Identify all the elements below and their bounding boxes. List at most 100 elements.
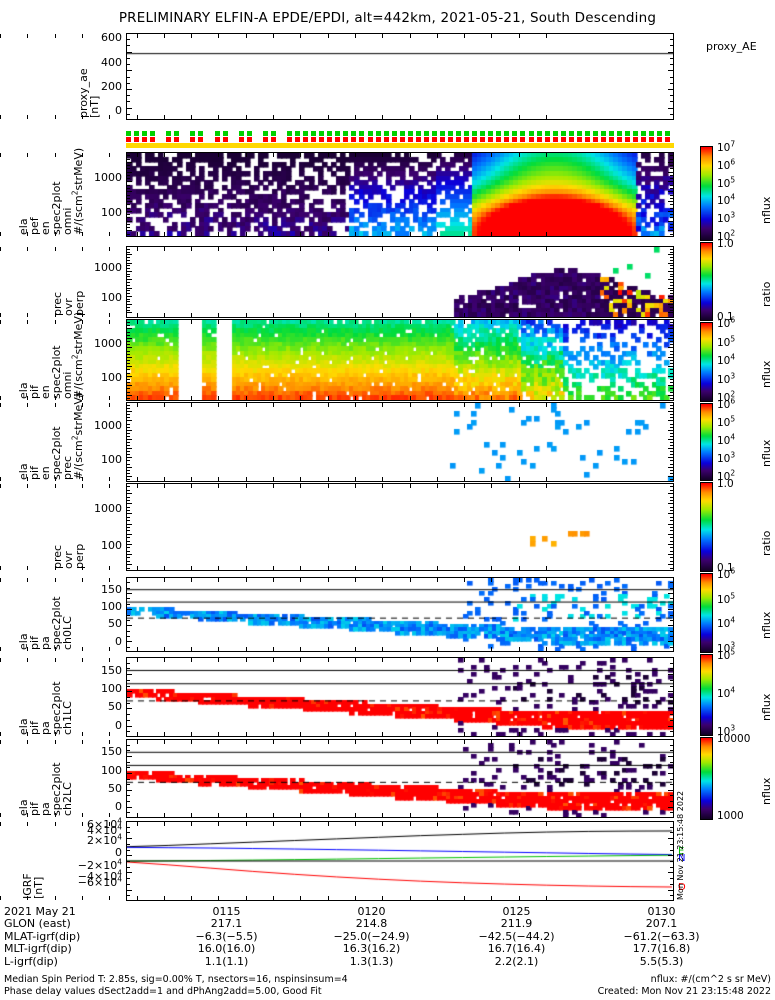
x-tick bbox=[328, 232, 329, 236]
y-tick bbox=[127, 188, 130, 189]
x-tick bbox=[82, 822, 83, 826]
x-tick bbox=[137, 153, 138, 157]
x-tick bbox=[137, 732, 138, 736]
x-tick bbox=[300, 484, 301, 488]
x-tick bbox=[410, 578, 411, 582]
flag-green-mark bbox=[576, 131, 582, 136]
x-tick bbox=[218, 896, 219, 900]
x-tick bbox=[0, 320, 1, 324]
colorbar-gradient bbox=[701, 147, 712, 240]
flag-green-mark bbox=[399, 131, 405, 136]
x-tick bbox=[246, 647, 247, 651]
y-tick bbox=[670, 208, 673, 209]
proxy-ae-legend-label: proxy_AE bbox=[706, 40, 757, 53]
y-tick bbox=[670, 227, 673, 228]
y-tick bbox=[670, 198, 673, 199]
y-tick bbox=[127, 895, 130, 896]
y-tick bbox=[127, 217, 130, 218]
x-tick bbox=[82, 403, 83, 407]
y-tick bbox=[127, 745, 130, 746]
y-tick-label: 4×104 bbox=[87, 822, 122, 838]
x-tick bbox=[382, 34, 383, 38]
y-tick bbox=[670, 77, 673, 78]
y-tick bbox=[127, 268, 130, 269]
y-tick bbox=[127, 307, 130, 308]
table-row: MLT-igrf(dip) 16.0(16.0) 16.3(16.2) 16.7… bbox=[4, 942, 734, 955]
y-tick bbox=[668, 89, 673, 90]
y-tick-label: 1000 bbox=[94, 170, 122, 184]
colorbar-tick-label: 1.0 bbox=[717, 238, 734, 250]
y-tick bbox=[127, 767, 130, 768]
panel-canvas-prec-ovr-perp-2 bbox=[127, 484, 673, 570]
x-tick bbox=[191, 403, 192, 407]
colorbar-cb-nflux-5 bbox=[700, 654, 713, 736]
x-tick bbox=[410, 232, 411, 236]
y-tick bbox=[670, 436, 673, 437]
x-tick bbox=[464, 647, 465, 651]
flag-red-mark bbox=[456, 137, 462, 142]
x-tick bbox=[464, 896, 465, 900]
x-tick bbox=[82, 896, 83, 900]
flag-red-mark bbox=[423, 137, 429, 142]
y-tick bbox=[127, 208, 130, 209]
x-tick bbox=[164, 484, 165, 488]
x-tick bbox=[300, 320, 301, 324]
x-tick bbox=[300, 232, 301, 236]
x-tick bbox=[273, 578, 274, 582]
y-tick bbox=[127, 620, 130, 621]
colorbar-tick-label: 104 bbox=[717, 432, 736, 447]
x-tick bbox=[246, 484, 247, 488]
x-tick bbox=[464, 566, 465, 570]
y-tick bbox=[670, 322, 673, 323]
y-tick bbox=[668, 890, 673, 891]
x-tick bbox=[491, 313, 492, 317]
x-tick bbox=[273, 34, 274, 38]
x-tick bbox=[164, 813, 165, 817]
y-tick bbox=[127, 332, 130, 333]
flag-green-mark bbox=[544, 131, 550, 136]
x-tick bbox=[55, 320, 56, 324]
x-tick bbox=[191, 658, 192, 662]
y-tick bbox=[670, 486, 673, 487]
x-tick bbox=[437, 578, 438, 582]
flag-green-mark bbox=[520, 131, 526, 136]
x-tick bbox=[273, 484, 274, 488]
y-tick bbox=[127, 448, 132, 449]
flag-red-mark bbox=[633, 137, 639, 142]
y-tick bbox=[670, 507, 673, 508]
axis-title-ela-pif-pa-ch2LC-4: ch2LC bbox=[61, 782, 74, 816]
x-tick bbox=[82, 232, 83, 236]
x-tick bbox=[191, 484, 192, 488]
colorbar-tick-label: 103 bbox=[717, 640, 736, 655]
y-tick bbox=[670, 530, 673, 531]
x-tick bbox=[328, 578, 329, 582]
x-tick bbox=[410, 822, 411, 826]
x-tick bbox=[382, 658, 383, 662]
x-tick bbox=[55, 313, 56, 317]
colorbar-tick-label: 0.1 bbox=[717, 562, 734, 574]
y-tick bbox=[668, 544, 673, 545]
flag-red-mark bbox=[295, 137, 301, 142]
row-label-l: L-igrf(dip) bbox=[4, 954, 58, 968]
flag-green-mark bbox=[456, 131, 462, 136]
x-tick bbox=[55, 153, 56, 157]
y-tick bbox=[670, 307, 673, 308]
y-tick bbox=[127, 812, 130, 813]
y-tick bbox=[670, 497, 673, 498]
flag-green-mark bbox=[480, 131, 486, 136]
y-tick bbox=[670, 310, 673, 311]
x-tick bbox=[109, 566, 110, 570]
flag-green-mark bbox=[238, 131, 244, 136]
y-tick bbox=[668, 493, 673, 494]
y-tick bbox=[127, 430, 132, 431]
plot-panel-ela-pif-pa-ch0LC bbox=[126, 577, 674, 652]
x-tick bbox=[464, 403, 465, 407]
y-tick bbox=[668, 756, 673, 757]
x-tick bbox=[410, 313, 411, 317]
x-tick bbox=[464, 232, 465, 236]
y-tick bbox=[670, 473, 673, 474]
x-tick bbox=[164, 232, 165, 236]
flag-green-mark bbox=[295, 131, 301, 136]
x-tick bbox=[0, 477, 1, 481]
y-tick bbox=[670, 64, 673, 65]
